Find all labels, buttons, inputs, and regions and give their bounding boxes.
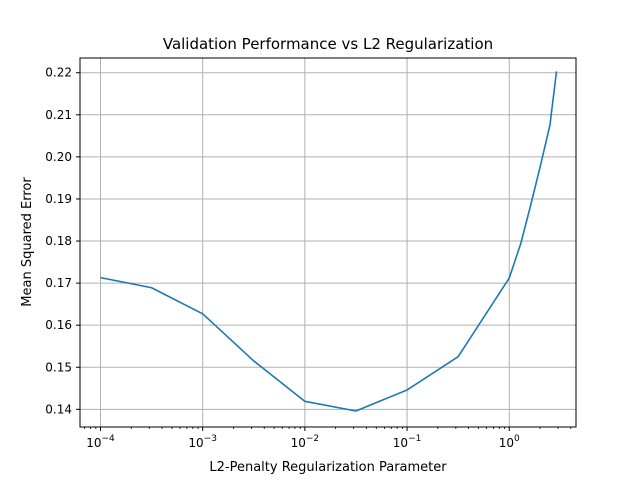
y-tick-label: 0.15 (45, 360, 72, 374)
y-tick-label: 0.22 (45, 66, 72, 80)
y-tick-label: 0.21 (45, 108, 72, 122)
tick-layer (76, 72, 572, 431)
x-tick-label: 10−4 (86, 434, 115, 450)
x-axis-label: L2-Penalty Regularization Parameter (209, 460, 447, 475)
x-tick-label-exponent: 0 (514, 434, 520, 444)
plot-frame (79, 57, 577, 428)
x-tick-label-exponent: −1 (408, 434, 421, 444)
y-tick-label: 0.20 (45, 150, 72, 164)
x-tick-label: 10−2 (291, 434, 320, 450)
y-tick-label: 0.16 (45, 318, 72, 332)
x-tick-label-exponent: −3 (204, 434, 217, 444)
x-tick-labels: 10−4 10−3 10−2 10−1 100 (86, 434, 520, 450)
x-tick-label-base: 10 (188, 436, 203, 450)
x-tick-label: 100 (499, 434, 520, 450)
y-tick-label: 0.19 (45, 192, 72, 206)
y-axis-label: Mean Squared Error (20, 177, 35, 307)
x-tick-label-exponent: −4 (102, 434, 116, 444)
x-tick-label-base: 10 (291, 436, 306, 450)
y-tick-labels: 0.14 0.15 0.16 0.17 0.18 0.19 0.20 0.21 0.22 (45, 66, 72, 417)
series-layer (100, 71, 558, 412)
chart-title: Validation Performance vs L2 Regularizat… (163, 35, 493, 53)
x-tick-label-base: 10 (86, 436, 101, 450)
x-tick-label: 10−1 (393, 434, 422, 450)
series-line (100, 71, 558, 412)
x-tick-label: 10−3 (188, 434, 217, 450)
y-tick-label: 0.18 (45, 234, 72, 248)
y-tick-label: 0.14 (45, 402, 72, 416)
x-tick-label-base: 10 (393, 436, 408, 450)
x-tick-label-base: 10 (499, 436, 514, 450)
grid (80, 58, 576, 427)
y-tick-label: 0.17 (45, 276, 72, 290)
x-tick-label-exponent: −2 (306, 434, 319, 444)
